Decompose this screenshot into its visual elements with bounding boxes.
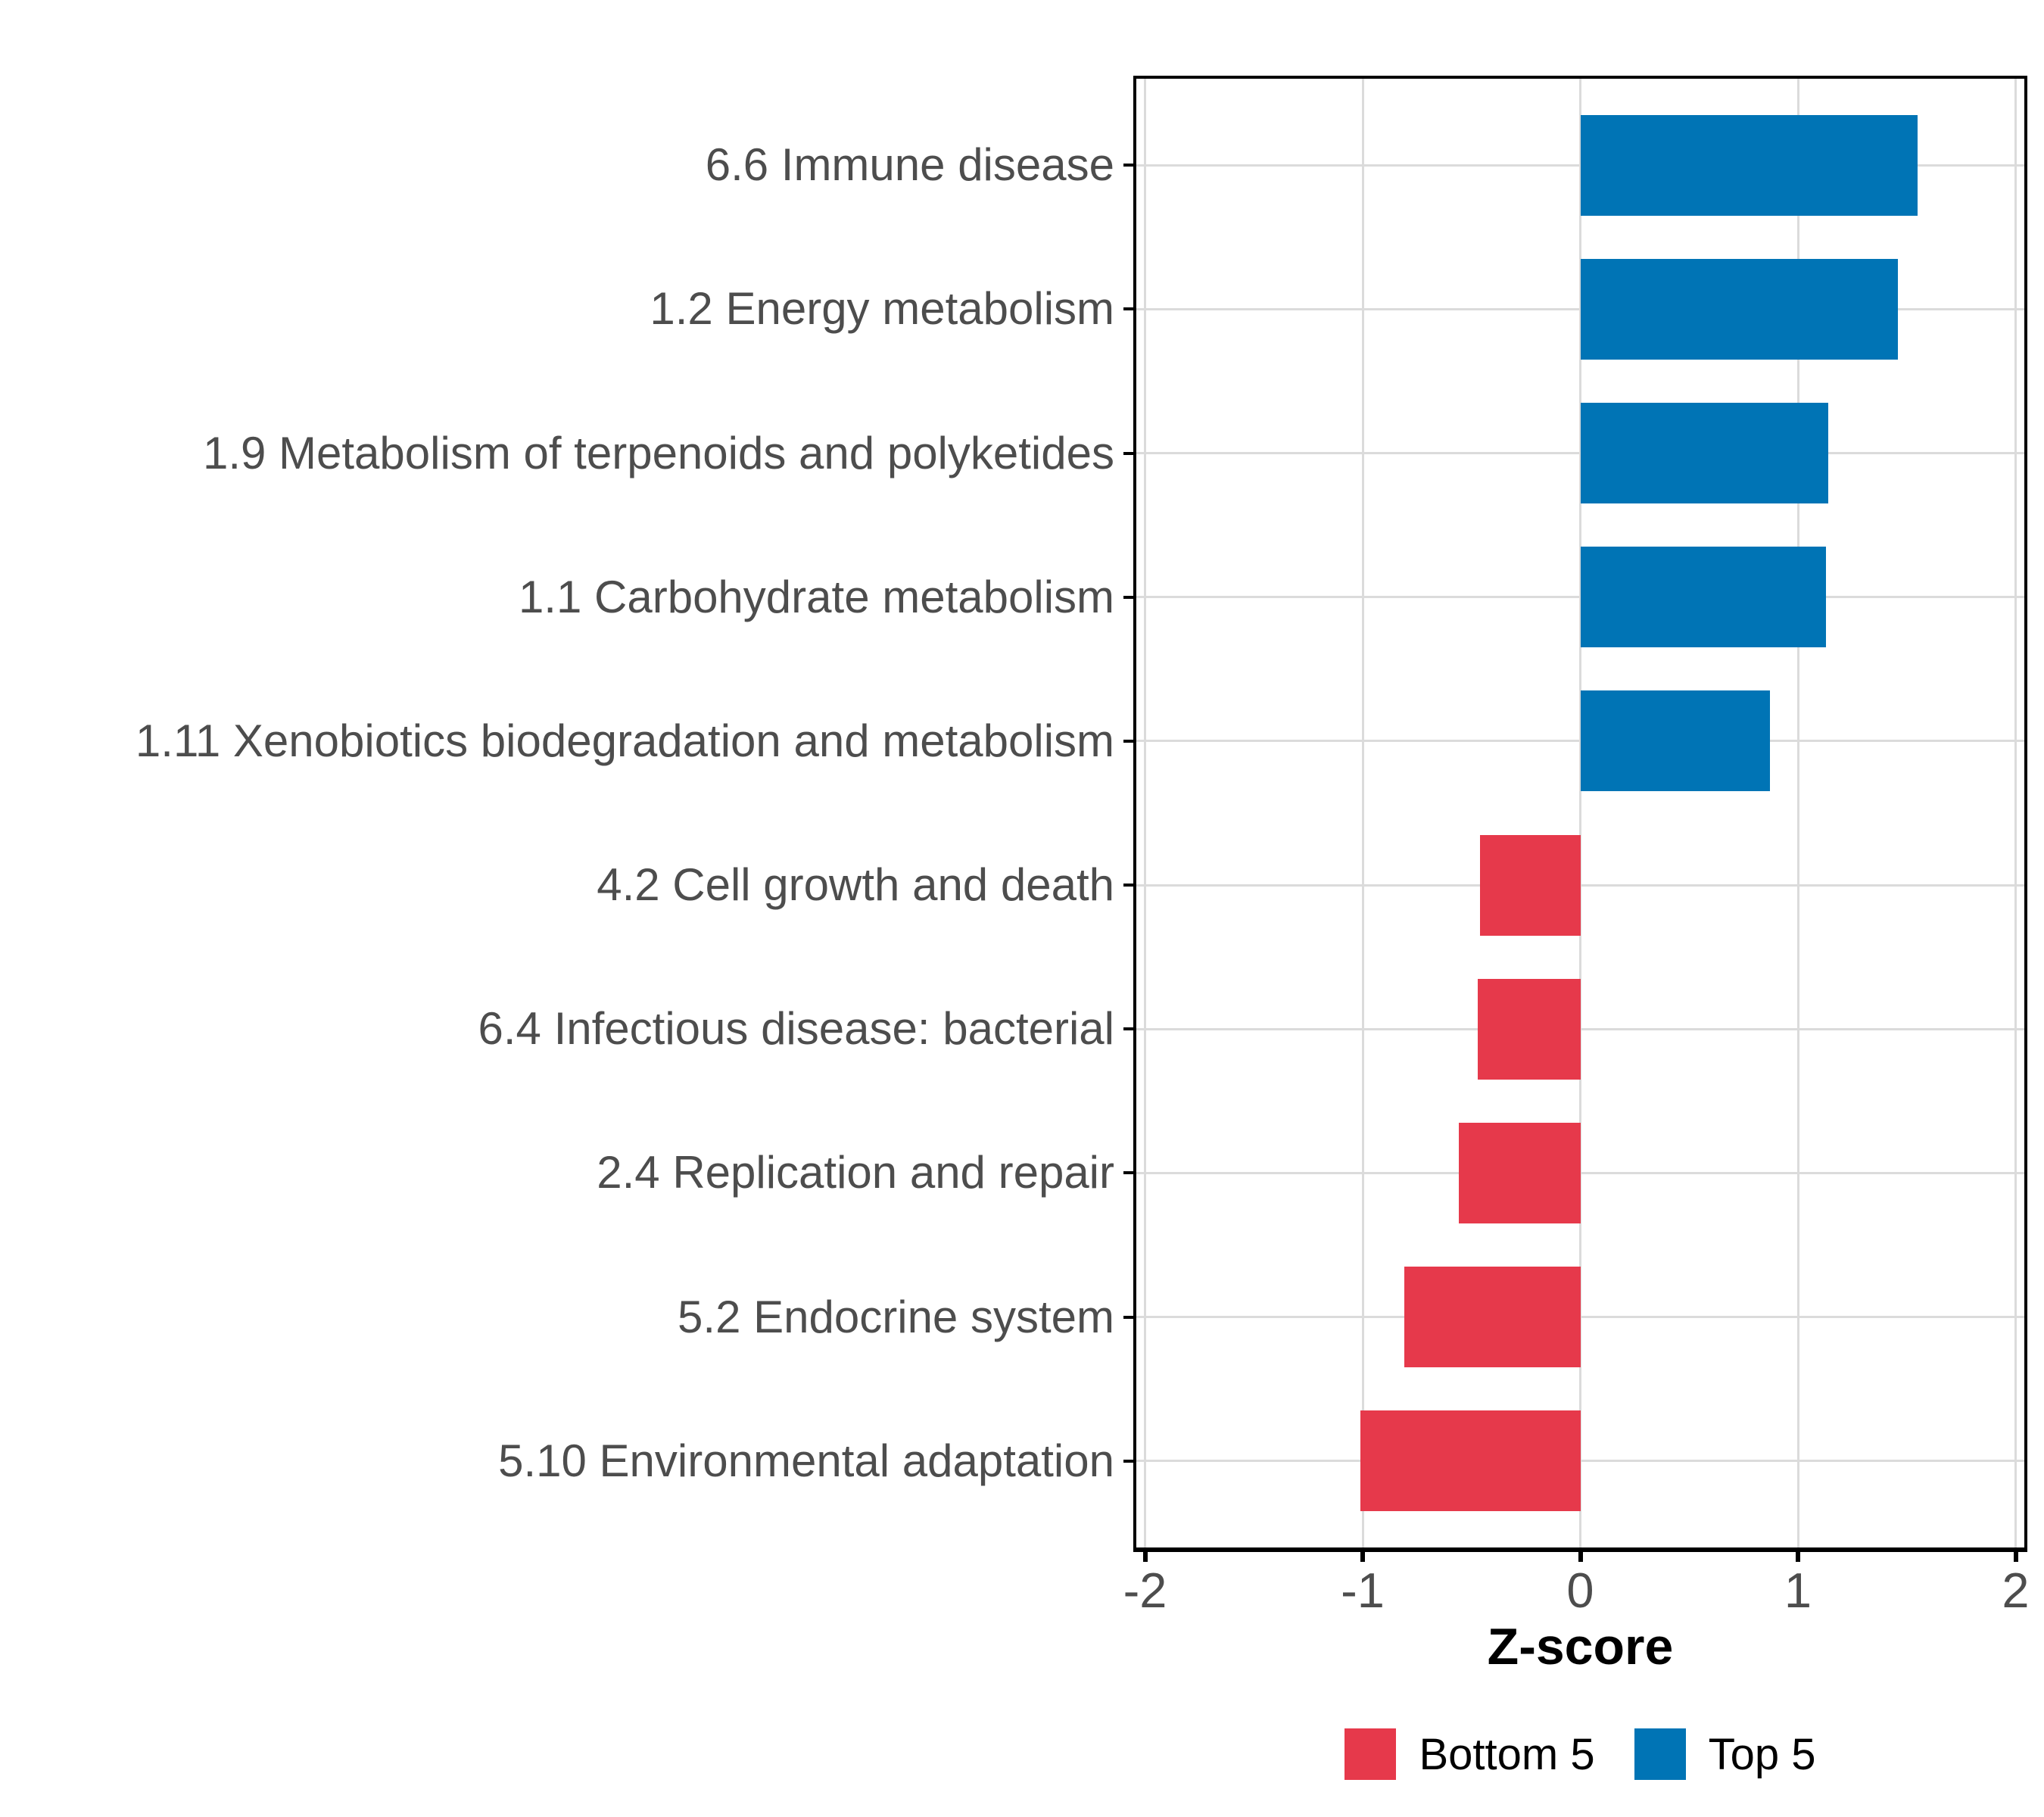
y-axis-tick (1123, 1171, 1133, 1175)
y-axis-tick (1123, 307, 1133, 311)
horizontal-gridline (1136, 884, 2024, 887)
bar-bottom5 (1480, 834, 1581, 936)
x-axis-tick-label: 0 (1566, 1563, 1594, 1618)
y-axis-tick (1123, 739, 1133, 743)
x-axis-tick (2013, 1552, 2018, 1562)
horizontal-gridline (1136, 1316, 2024, 1319)
plot-panel (1133, 76, 2027, 1552)
horizontal-gridline (1136, 1027, 2024, 1030)
y-axis-tick (1123, 884, 1133, 887)
vertical-gridline (1579, 79, 1581, 1547)
y-axis-category-label: 1.11 Xenobiotics biodegradation and meta… (135, 715, 1114, 766)
bar-top5 (1580, 403, 1829, 503)
x-axis-tick (1360, 1552, 1365, 1562)
vertical-gridline (1361, 79, 1364, 1547)
legend-key-swatch (1634, 1728, 1686, 1780)
legend: Bottom 5 Top 5 (1133, 1728, 2027, 1780)
legend-key-swatch (1344, 1728, 1397, 1780)
y-axis-category-label: 5.10 Environmental adaptation (498, 1435, 1114, 1486)
legend-item: Top 5 (1634, 1728, 1816, 1780)
horizontal-gridline (1136, 1171, 2024, 1174)
y-axis-tick (1123, 451, 1133, 455)
y-axis-category-label: 1.9 Metabolism of terpenoids and polyket… (202, 427, 1114, 478)
bar-top5 (1580, 690, 1770, 792)
x-axis-tick-label: 2 (2002, 1563, 2030, 1618)
x-axis-tick-label: -2 (1123, 1563, 1167, 1618)
vertical-gridline (2014, 79, 2017, 1547)
y-axis-category-label: 5.2 Endocrine system (678, 1291, 1114, 1342)
y-axis-category-label: 1.2 Energy metabolism (650, 283, 1114, 335)
vertical-gridline (1144, 79, 1146, 1547)
legend-label: Bottom 5 (1419, 1729, 1595, 1779)
horizontal-gridline (1136, 1460, 2024, 1463)
bar-top5 (1580, 258, 1899, 360)
y-axis-tick (1123, 1315, 1133, 1319)
x-axis-tick (1142, 1552, 1148, 1562)
y-axis-tick (1123, 164, 1133, 167)
x-axis-title: Z-score (1487, 1618, 1674, 1675)
bar-bottom5 (1360, 1410, 1581, 1512)
bar-bottom5 (1404, 1267, 1581, 1368)
y-axis-category-label: 1.1 Carbohydrate metabolism (518, 571, 1114, 622)
legend-item: Bottom 5 (1344, 1728, 1595, 1780)
x-axis-tick (1796, 1552, 1800, 1562)
y-axis-category-label: 4.2 Cell growth and death (597, 859, 1114, 911)
y-axis-category-label: 6.6 Immune disease (705, 139, 1114, 191)
bar-top5 (1580, 547, 1827, 648)
vertical-gridline (1796, 79, 1799, 1547)
legend-label: Top 5 (1708, 1729, 1816, 1779)
x-axis-tick (1578, 1552, 1583, 1562)
y-axis-tick (1123, 595, 1133, 599)
bar-top5 (1580, 114, 1918, 216)
x-axis-tick-label: -1 (1341, 1563, 1385, 1618)
y-axis-tick (1123, 1459, 1133, 1463)
y-axis-tick (1123, 1027, 1133, 1031)
y-axis-category-label: 2.4 Replication and repair (597, 1147, 1114, 1198)
bar-bottom5 (1478, 978, 1581, 1080)
bar-bottom5 (1458, 1122, 1581, 1223)
y-axis-category-label: 6.4 Infectious disease: bacterial (478, 1003, 1115, 1055)
x-axis-tick-label: 1 (1784, 1563, 1812, 1618)
